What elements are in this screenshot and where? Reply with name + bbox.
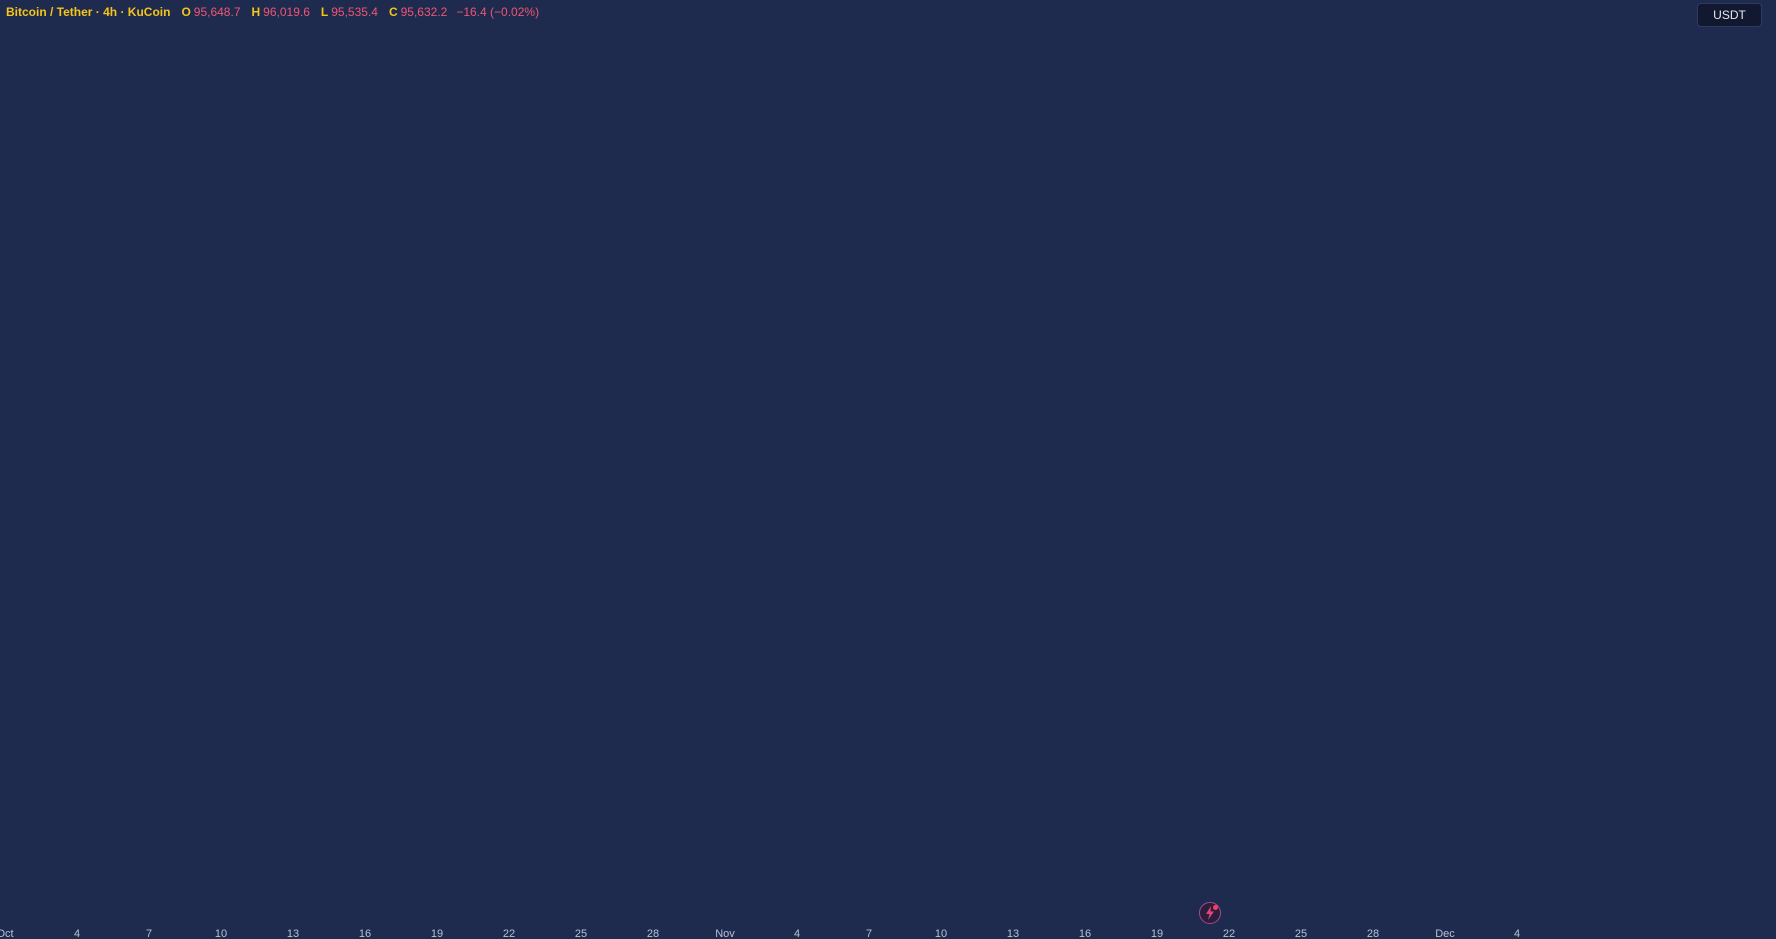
x-tick-label: 7 xyxy=(866,928,872,939)
x-tick-label: 13 xyxy=(1007,928,1019,939)
x-tick-label: 4 xyxy=(1514,928,1520,939)
close-value: 95,632.2 xyxy=(400,5,448,19)
symbol-legend: Bitcoin / Tether · 4h · KuCoin O 95,648.7… xyxy=(6,4,539,20)
high-value: 96,019.6 xyxy=(263,5,310,19)
open-key: O xyxy=(181,5,191,19)
time-axis-background xyxy=(0,927,1704,939)
x-tick-label: 25 xyxy=(1295,928,1307,939)
x-tick-label: 22 xyxy=(503,928,515,939)
x-tick-label: Oct xyxy=(0,928,14,939)
time-axis: Oct 4 7 10 13 16 19 22 25 28 Nov 4 7 10 13 16 19 22 25 28 De… xyxy=(0,927,1704,939)
close-key: C xyxy=(388,5,398,19)
x-tick-label: 19 xyxy=(1151,928,1163,939)
low-key: L xyxy=(320,5,329,19)
high-key: H xyxy=(251,5,261,19)
x-tick-label: 25 xyxy=(575,928,587,939)
x-tick-label: 4 xyxy=(74,928,80,939)
currency-button[interactable]: USDT xyxy=(1697,3,1762,27)
low-value: 95,535.4 xyxy=(331,5,378,19)
price-axis-background xyxy=(1704,30,1776,927)
x-tick-label: 16 xyxy=(1079,928,1091,939)
x-tick-label: 19 xyxy=(431,928,443,939)
symbol-title[interactable]: Bitcoin / Tether · 4h · KuCoin xyxy=(6,5,171,19)
x-tick-label: 13 xyxy=(287,928,299,939)
x-tick-label: Nov xyxy=(715,928,735,939)
change-value: −16.4 (−0.02%) xyxy=(456,5,540,19)
lightning-bolt-glyph xyxy=(1206,905,1218,920)
x-tick-label: 22 xyxy=(1223,928,1235,939)
price-axis: 132,000.0128,000.0124,000.0120,000.0118,… xyxy=(1704,30,1776,927)
x-tick-label: Dec xyxy=(1435,928,1455,939)
x-tick-label: 10 xyxy=(215,928,227,939)
x-tick-label: 28 xyxy=(647,928,659,939)
x-tick-label: 16 xyxy=(359,928,371,939)
x-tick-label: 28 xyxy=(1367,928,1379,939)
lightning-bolt-icon[interactable] xyxy=(1199,902,1221,924)
x-tick-label: 4 xyxy=(794,928,800,939)
x-tick-label: 7 xyxy=(146,928,152,939)
x-tick-label: 10 xyxy=(935,928,947,939)
open-value: 95,648.7 xyxy=(193,5,241,19)
